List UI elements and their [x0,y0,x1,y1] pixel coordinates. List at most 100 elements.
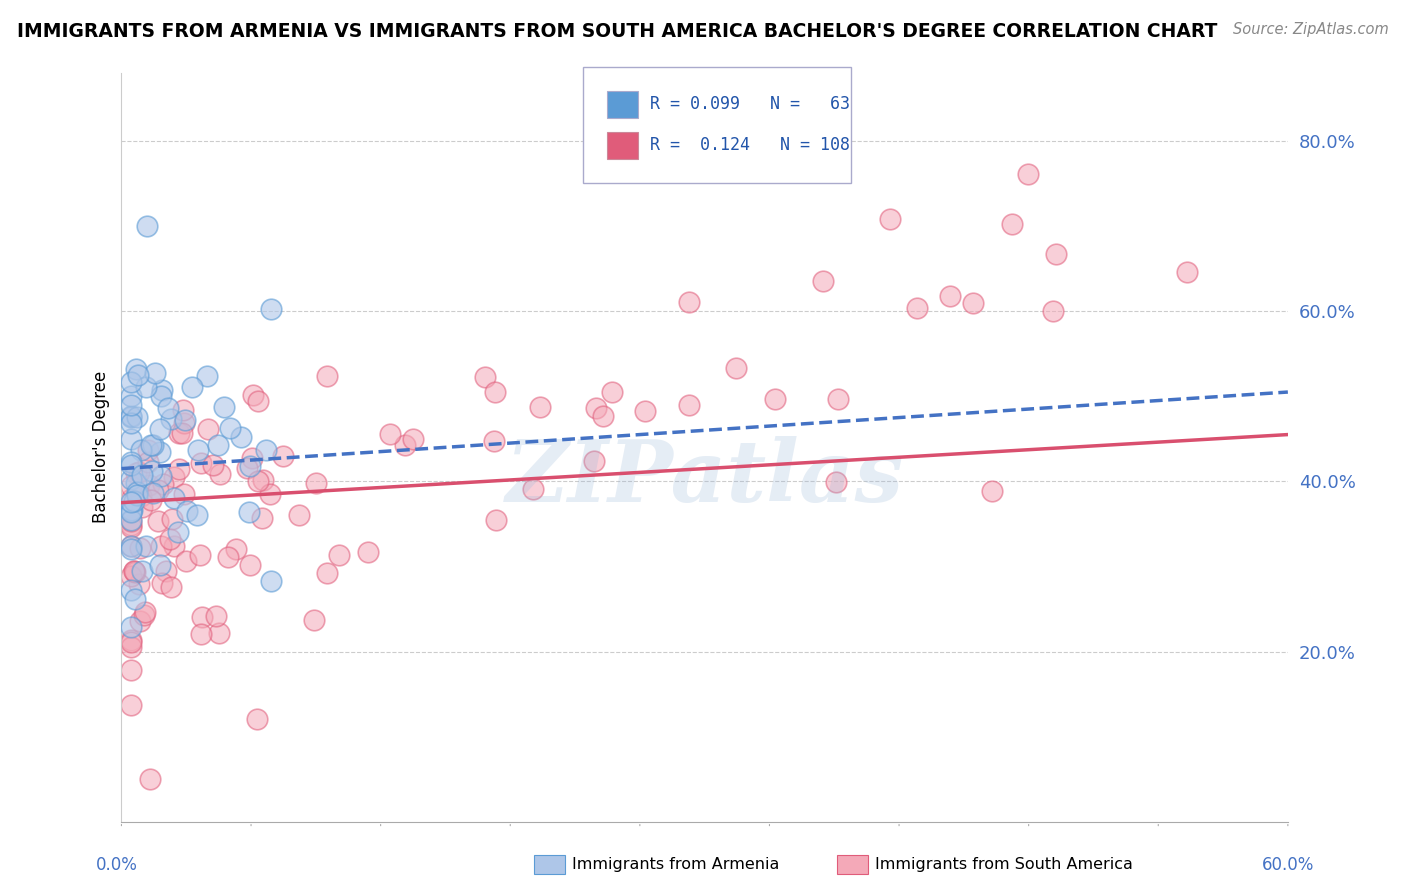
Point [139,492,162,507]
Point [172,425,194,440]
Point [131,500,153,515]
Point [246,474,269,488]
Point [120,399,142,413]
Point [159,580,181,594]
Point [148,483,170,497]
Point [160,512,183,526]
Point [246,712,269,726]
Point [207,438,229,452]
Point [482,434,505,449]
Point [120,478,142,492]
Point [122,494,145,508]
Point [172,403,194,417]
Point [127,488,149,502]
Point [120,505,142,519]
Point [142,438,165,452]
Point [191,610,214,624]
Point [205,608,228,623]
Point [141,464,163,478]
Point [225,542,247,557]
Point [186,508,208,523]
Point [174,413,197,427]
Point [120,582,142,597]
Point [149,422,172,436]
Point [149,539,172,553]
Point [129,489,152,503]
Point [120,640,142,654]
Point [208,626,231,640]
Point [181,380,204,394]
Point [378,426,401,441]
Point [120,518,142,533]
Point [583,454,606,468]
Point [120,473,142,487]
Point [163,491,186,505]
Point [120,635,142,649]
Point [135,380,157,394]
Point [124,565,146,579]
Point [143,366,166,380]
Point [190,456,212,470]
Point [125,466,148,480]
Point [260,302,283,317]
Point [120,539,142,553]
Y-axis label: Bachelor's Degree: Bachelor's Degree [93,371,110,524]
Point [485,513,508,527]
Point [124,592,146,607]
Point [142,486,165,500]
Point [202,458,225,473]
Point [122,564,145,578]
Point [120,458,142,473]
Point [135,540,157,554]
Point [905,301,928,316]
Text: R = 0.099   N =   63: R = 0.099 N = 63 [650,95,849,113]
Point [131,467,153,482]
Point [174,554,197,568]
Text: Immigrants from South America: Immigrants from South America [875,857,1132,871]
Point [254,442,277,457]
Point [129,614,152,628]
Point [231,430,253,444]
Point [120,520,142,534]
Point [120,698,142,712]
Point [127,368,149,382]
Point [120,633,142,648]
Text: IMMIGRANTS FROM ARMENIA VS IMMIGRANTS FROM SOUTH AMERICA BACHELOR'S DEGREE CORRE: IMMIGRANTS FROM ARMENIA VS IMMIGRANTS FR… [17,22,1218,41]
Point [169,462,191,476]
Point [120,495,142,509]
Point [120,514,142,528]
Point [981,483,1004,498]
Point [357,544,380,558]
Point [173,416,195,430]
Point [152,576,174,591]
Point [316,368,339,383]
Point [305,475,328,490]
Point [176,503,198,517]
Point [724,360,747,375]
Point [139,438,162,452]
Point [120,502,142,516]
Point [238,505,260,519]
Point [120,492,142,507]
Point [260,574,283,589]
Point [125,485,148,500]
Point [188,549,211,563]
Point [131,565,153,579]
Point [402,432,425,446]
Point [879,212,901,227]
Point [120,568,142,582]
Point [155,564,177,578]
Point [128,465,150,479]
Point [236,461,259,475]
Point [190,627,212,641]
Point [259,487,281,501]
Point [242,387,264,401]
Point [197,422,219,436]
Point [219,420,242,434]
Point [1017,167,1039,181]
Point [602,385,624,400]
Point [803,136,825,150]
Point [159,411,181,425]
Point [288,508,311,522]
Point [120,409,142,424]
